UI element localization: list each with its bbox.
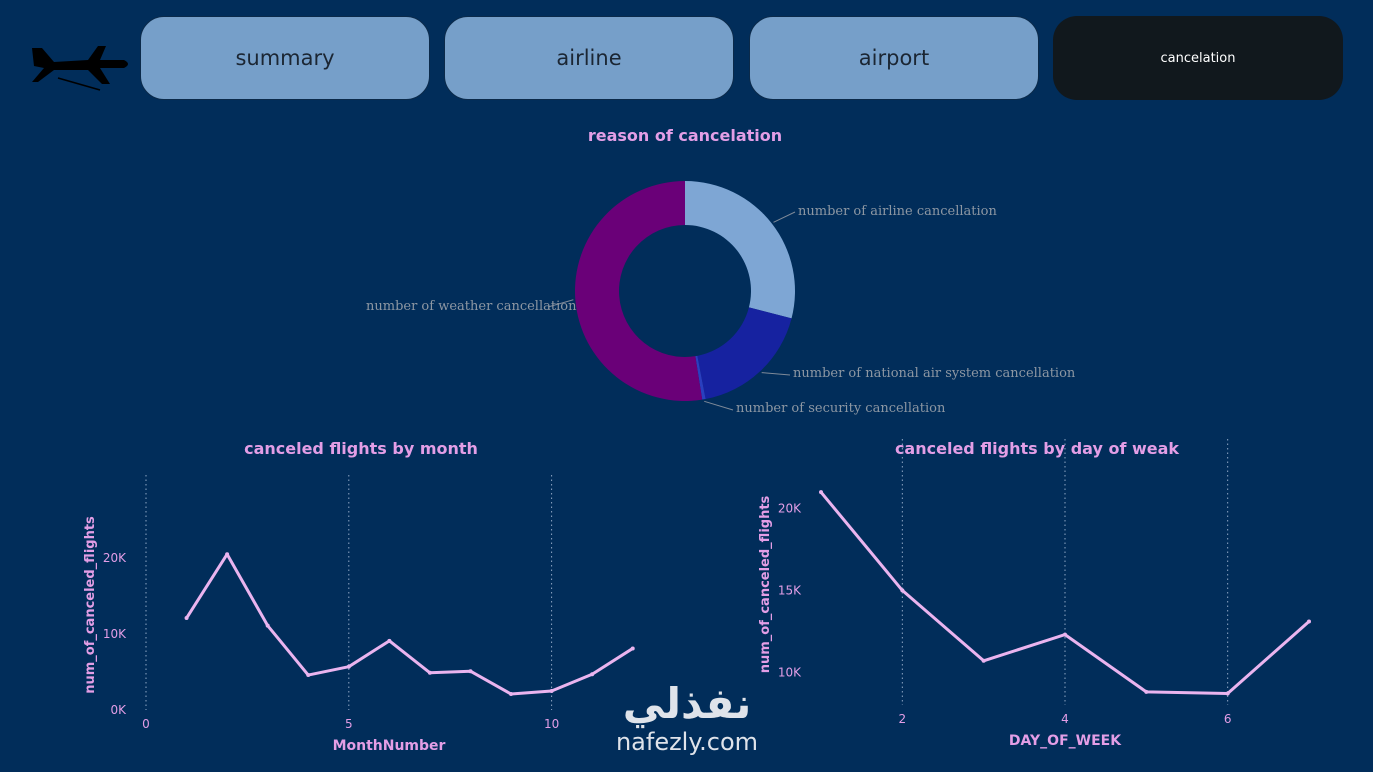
- donut-label-airline: number of airline cancellation: [798, 204, 997, 219]
- month-point[interactable]: [630, 646, 635, 651]
- month-point[interactable]: [549, 689, 554, 693]
- watermark-arabic: نفذلي: [622, 679, 752, 728]
- dow-point[interactable]: [1225, 691, 1230, 696]
- dow-point[interactable]: [981, 658, 986, 663]
- month-point[interactable]: [265, 623, 270, 628]
- month-xtick-label: 10: [544, 717, 559, 731]
- month-point[interactable]: [225, 552, 230, 557]
- dow-point[interactable]: [1307, 619, 1311, 624]
- month-point[interactable]: [306, 673, 311, 678]
- month-xtick-label: 5: [345, 717, 353, 731]
- month-ytick-label: 20K: [103, 551, 127, 565]
- dow-yaxis-label: num_of_canceled_flights: [758, 495, 773, 673]
- month-point[interactable]: [346, 664, 351, 669]
- month-point[interactable]: [184, 616, 189, 621]
- month-chart-title: canceled flights by month: [244, 439, 478, 458]
- dow-ytick-label: 20K: [778, 502, 802, 516]
- dow-point[interactable]: [900, 588, 905, 593]
- dow-ytick-label: 15K: [778, 583, 802, 597]
- dow-point[interactable]: [1063, 632, 1067, 637]
- month-ytick-label: 0K: [110, 703, 127, 717]
- month-ytick-label: 10K: [103, 627, 127, 641]
- airplane-icon: [32, 46, 128, 91]
- tab-airport-label: airport: [858, 46, 930, 70]
- donut-slice-national[interactable]: [697, 307, 792, 400]
- dow-point[interactable]: [1144, 689, 1149, 694]
- tab-cancelation-label: cancelation: [1160, 50, 1236, 66]
- month-xtick-label: 0: [142, 717, 150, 731]
- donut-chart-title: reason of cancelation: [587, 126, 783, 145]
- leader-line-national: [761, 372, 791, 376]
- month-point[interactable]: [387, 638, 392, 643]
- donut-slice-airline[interactable]: [685, 181, 795, 319]
- month-point[interactable]: [590, 672, 595, 677]
- donut-label-security: number of security cancellation: [736, 401, 946, 416]
- tab-airline[interactable]: airline: [444, 16, 734, 100]
- month-yaxis-label: num_of_canceled_flights: [83, 516, 98, 694]
- month-point[interactable]: [468, 669, 473, 674]
- leader-line-weather: [547, 299, 574, 308]
- donut-slice-security[interactable]: [695, 355, 706, 400]
- dow-ytick-label: 10K: [778, 665, 802, 679]
- watermark-latin: nafezly.com: [615, 728, 759, 756]
- donut-slice-weather[interactable]: [574, 181, 703, 402]
- watermark: نفذلي nafezly.com: [602, 680, 772, 772]
- month-xaxis-label: MonthNumber: [333, 738, 446, 754]
- dow-xtick-label: 2: [899, 712, 907, 726]
- donut-label-national: number of national air system cancellati…: [793, 366, 1076, 381]
- dow-xtick-label: 4: [1061, 712, 1069, 726]
- leader-line-airline: [773, 211, 796, 223]
- tab-summary-label: summary: [235, 46, 335, 70]
- month-point[interactable]: [427, 670, 432, 675]
- month-point[interactable]: [509, 692, 514, 697]
- tab-airport[interactable]: airport: [749, 16, 1039, 100]
- dow-chart-title: canceled flights by day of weak: [894, 439, 1180, 458]
- month-series-line: [185, 552, 634, 696]
- dow-point[interactable]: [819, 490, 823, 495]
- leader-line-security: [704, 400, 734, 411]
- tab-cancelation[interactable]: cancelation: [1053, 16, 1343, 100]
- donut-label-weather: number of weather cancellation: [366, 299, 577, 314]
- dow-xtick-label: 6: [1224, 712, 1232, 726]
- tab-airline-label: airline: [556, 46, 622, 70]
- dow-xaxis-label: DAY_OF_WEEK: [1009, 733, 1122, 749]
- tab-summary[interactable]: summary: [140, 16, 430, 100]
